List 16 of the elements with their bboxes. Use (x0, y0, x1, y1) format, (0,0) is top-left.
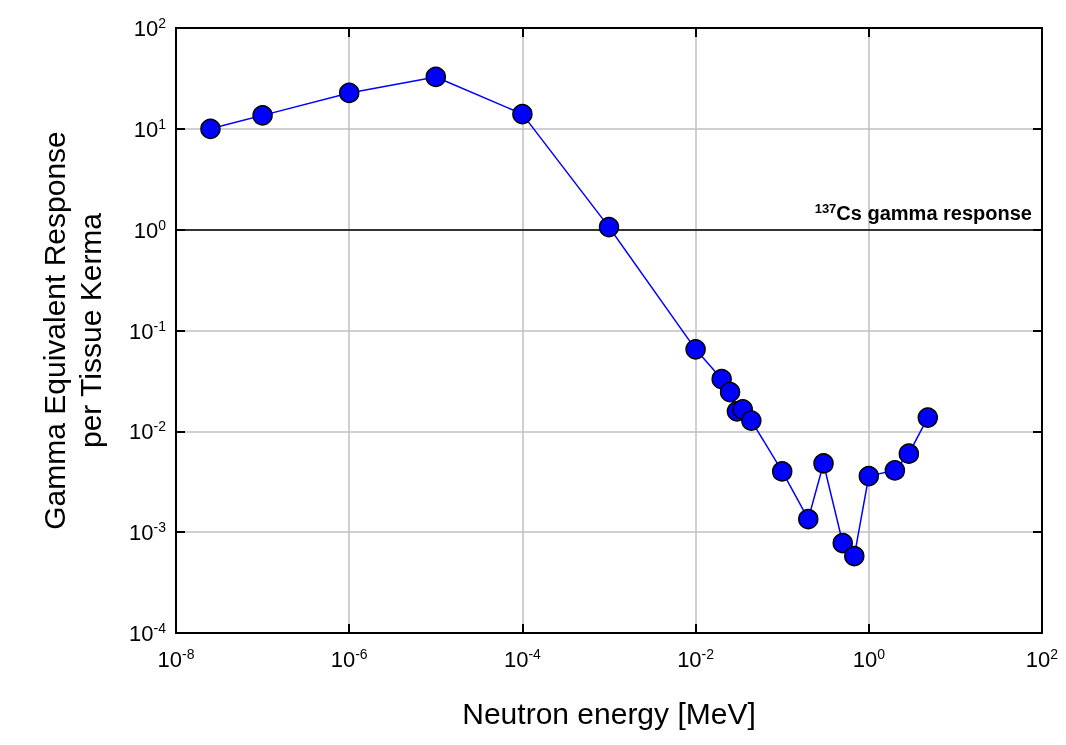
y-tick-label: 10$^{1}$ (133, 115, 167, 142)
y-tick-label: 10$^{2}$ (133, 15, 167, 41)
x-tick-label: 10$^{-6}$ (330, 646, 368, 672)
x-tick-label: 10$^{-4}$ (503, 646, 542, 672)
x-tick-label: 10$^{-8}$ (157, 646, 195, 672)
y-tick-label: 10$^{-2}$ (129, 418, 167, 445)
y-tick-label: 10$^{-3}$ (129, 519, 167, 546)
x-tick-label: 10$^{2}$ (1025, 646, 1059, 672)
y-tick-label: 10$^{-1}$ (129, 317, 167, 344)
x-tick-label: 10$^{-2}$ (677, 646, 715, 672)
y-axis-title: Gamma Equivalent Response per Tissue Kerma (37, 131, 107, 530)
x-axis-title: Neutron energy [MeV] (462, 696, 756, 730)
x-tick-label: 10$^{0}$ (852, 646, 886, 672)
y-tick-label: 10$^{0}$ (133, 216, 167, 243)
ref-line-label: $^{137}$Cs gamma response (814, 200, 1032, 224)
y-tick-label: 10$^{-4}$ (129, 620, 167, 646)
